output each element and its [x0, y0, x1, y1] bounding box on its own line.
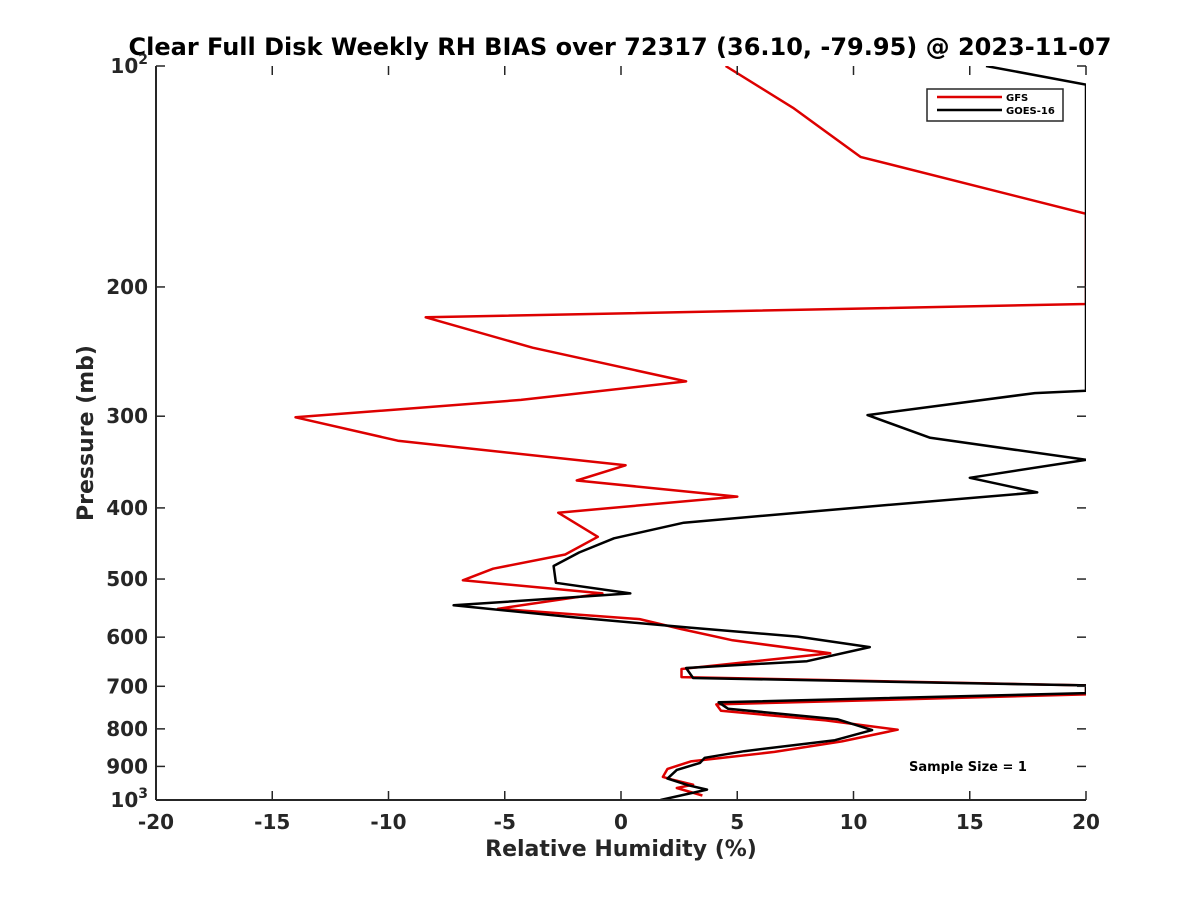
y-tick-label: 200 — [106, 275, 148, 299]
x-tick-label: 20 — [1072, 810, 1100, 834]
y-axis-label: Pressure (mb) — [74, 345, 99, 521]
y-axis-ticks: 102 200 300 400 500 600 700 800 900 103 — [106, 52, 1086, 812]
y-tick-label: 500 — [106, 567, 148, 591]
series-layer — [294, 66, 1086, 800]
x-tick-label: 15 — [956, 810, 984, 834]
x-tick-label: -15 — [254, 810, 290, 834]
legend-gfs-label: GFS — [1006, 93, 1028, 104]
y-tick-label: 700 — [106, 674, 148, 698]
x-tick-label: 0 — [614, 810, 628, 834]
x-axis-ticks: -20 -15 -10 -5 0 5 10 15 20 — [138, 66, 1100, 834]
x-tick-label: -20 — [138, 810, 174, 834]
x-axis-label: Relative Humidity (%) — [485, 837, 757, 862]
y-tick-label: 300 — [106, 404, 148, 428]
chart-title: Clear Full Disk Weekly RH BIAS over 7231… — [129, 33, 1112, 61]
x-tick-label: 10 — [840, 810, 868, 834]
y-tick-label: 103 — [110, 786, 148, 812]
legend-box — [926, 88, 1064, 122]
legend-goes16-label: GOES-16 — [1006, 106, 1055, 117]
x-tick-label: -5 — [494, 810, 516, 834]
y-tick-label: 400 — [106, 496, 148, 520]
series-line-goes-16 — [452, 66, 1086, 800]
legend: GFS GOES-16 — [926, 88, 1064, 122]
series-line-gfs — [294, 66, 1086, 797]
y-tick-label: 600 — [106, 625, 148, 649]
y-tick-label: 800 — [106, 717, 148, 741]
x-tick-label: -10 — [370, 810, 406, 834]
sample-size-annotation: Sample Size = 1 — [909, 760, 1027, 775]
plot-area — [156, 66, 1086, 800]
x-tick-label: 5 — [730, 810, 744, 834]
y-tick-label: 900 — [106, 754, 148, 778]
y-tick-label: 102 — [110, 52, 148, 78]
